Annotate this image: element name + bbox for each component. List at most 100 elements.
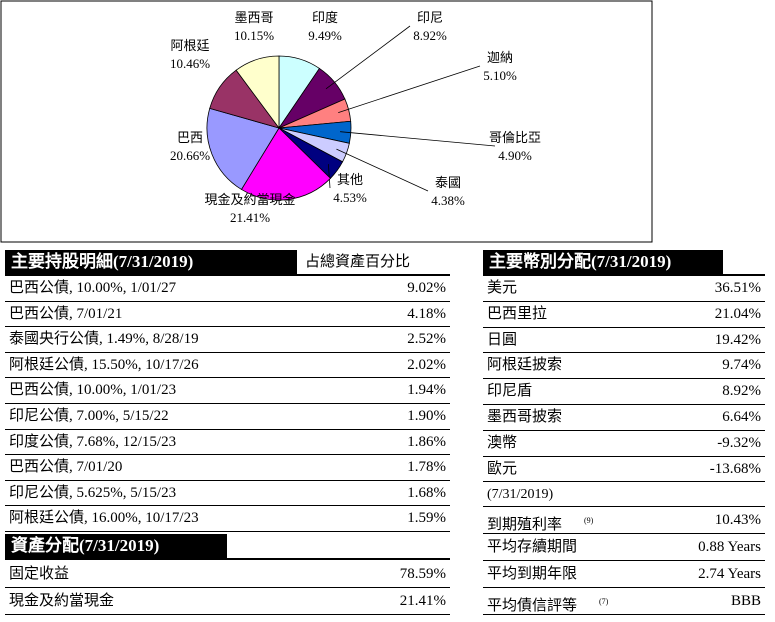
row-value: -13.68%: [709, 460, 761, 477]
row-value: 6.64%: [722, 409, 761, 425]
row-label: 澳幣: [487, 434, 518, 451]
leader-line: [338, 65, 481, 114]
leader-line: [327, 164, 331, 189]
row-label: 平均到期年限: [487, 566, 578, 582]
table-row: 現金及約當現金 21.41%: [5, 588, 450, 615]
row-label: 印尼盾: [487, 383, 533, 400]
pie-chart: 印度 9.49% 印尼 8.92% 迦納 5.10% 哥倫比亞 4.90% 泰國 4.38% 其他 4…: [0, 0, 653, 243]
row-value: 4.18%: [407, 305, 446, 322]
table-row: 美元 36.51%: [483, 276, 765, 302]
table-row: 平均存續期間 0.88 Years: [483, 534, 765, 561]
slice-label: 阿根廷: [170, 38, 209, 53]
row-label: 現金及約當現金: [9, 593, 115, 609]
row-value: 9.02%: [407, 280, 446, 296]
row-value: 1.68%: [407, 484, 446, 501]
row-label: 歐元: [487, 460, 518, 477]
table-row: 印尼盾 8.92%: [483, 379, 765, 405]
table-row: 固定收益 78.59%: [5, 561, 450, 588]
row-label: 巴西公債, 7/01/21: [9, 305, 123, 322]
table-row: 印尼公債, 5.625%, 5/15/23 1.68%: [5, 481, 450, 507]
row-label: 印尼公債, 7.00%, 5/15/22: [9, 408, 169, 424]
row-label: 固定收益: [9, 566, 70, 582]
row-value: 1.78%: [407, 459, 446, 476]
slice-label: 其他: [337, 172, 363, 187]
slice-label: 迦納: [487, 50, 513, 65]
table-row: 巴西里拉 21.04%: [483, 302, 765, 328]
row-label: 巴西公債, 7/01/20: [9, 459, 123, 476]
table-row: 平均到期年限 2.74 Years: [483, 561, 765, 588]
table-row: 歐元 -13.68%: [483, 457, 765, 483]
table-row: 巴西公債, 10.00%, 1/01/27 9.02%: [5, 276, 450, 302]
row-label: 阿根廷披索: [487, 357, 563, 374]
row-label: 巴西公債, 10.00%, 1/01/23: [9, 382, 177, 399]
footnote: (7): [599, 597, 609, 606]
slice-value: 8.92%: [413, 28, 447, 43]
table-row: 墨西哥披索 6.64%: [483, 405, 765, 431]
chart-frame: [0, 0, 653, 243]
row-label: 巴西里拉: [487, 305, 548, 322]
row-value: 9.74%: [722, 357, 761, 374]
slice-value: 20.66%: [170, 148, 210, 163]
row-label: 泰國央行公債, 1.49%, 8/28/19: [9, 331, 199, 348]
table-row: 阿根廷公債, 15.50%, 10/17/26 2.02%: [5, 353, 450, 379]
table-row: 阿根廷披索 9.74%: [483, 353, 765, 380]
section-header: 資產分配(7/31/2019): [5, 534, 227, 558]
row-value: 21.04%: [714, 305, 761, 322]
pie-slice: [235, 55, 280, 130]
row-label: 美元: [487, 280, 518, 296]
row-label: 阿根廷公債, 16.00%, 10/17/23: [9, 510, 199, 527]
header-rule: [5, 274, 450, 276]
slice-value: 10.15%: [234, 28, 274, 43]
table-row: 到期殖利率 (9) 10.43%: [483, 507, 765, 534]
table-row: 印尼公債, 7.00%, 5/15/22 1.90%: [5, 404, 450, 430]
slice-value: 21.41%: [230, 210, 270, 225]
slice-value: 4.53%: [333, 190, 367, 205]
leader-line: [336, 148, 429, 192]
slice-label: 哥倫比亞: [489, 130, 541, 145]
slice-label: 泰國: [435, 175, 461, 190]
pie-slice: [206, 107, 280, 190]
table-row: 阿根廷公債, 16.00%, 10/17/23 1.59%: [5, 506, 450, 532]
row-label: 巴西公債, 10.00%, 1/01/27: [9, 280, 177, 296]
row-value: 10.43%: [714, 512, 761, 528]
row-value: 1.90%: [407, 408, 446, 424]
slice-value: 4.90%: [498, 148, 532, 163]
row-value: 1.86%: [407, 433, 446, 450]
table-row: 平均債信評等 (7) BBB: [483, 588, 765, 615]
slice-label: 印尼: [417, 10, 443, 25]
row-value: 1.59%: [407, 510, 446, 527]
footnote: (9): [584, 516, 594, 525]
row-value: 21.41%: [399, 593, 446, 609]
leader-line: [325, 25, 411, 90]
table-row: 澳幣 -9.32%: [483, 431, 765, 457]
header-rule: [483, 274, 765, 276]
row-value: 2.52%: [407, 331, 446, 348]
table-row: 印度公債, 7.68%, 12/15/23 1.86%: [5, 430, 450, 456]
table-row: 巴西公債, 10.00%, 1/01/23 1.94%: [5, 378, 450, 404]
row-label: 印尼公債, 5.625%, 5/15/23: [9, 484, 177, 501]
table-row: 日圓 19.42%: [483, 328, 765, 354]
row-value: 2.74 Years: [698, 566, 761, 582]
pie-slice: [240, 127, 332, 201]
slice-label: 印度: [312, 10, 338, 25]
slice-value: 9.49%: [308, 28, 342, 43]
slice-value: 5.10%: [483, 68, 517, 83]
slice-label: 墨西哥: [234, 10, 273, 25]
slice-value: 10.46%: [170, 56, 210, 71]
row-label: 墨西哥披索: [487, 409, 563, 425]
row-label: 印度公債, 7.68%, 12/15/23: [9, 433, 177, 450]
row-value: 36.51%: [714, 280, 761, 296]
row-label: 到期殖利率 (9): [487, 516, 594, 533]
section-header: 主要幣別分配(7/31/2019): [483, 250, 723, 274]
leader-line: [340, 131, 496, 147]
row-value: 2.02%: [407, 356, 446, 373]
column-header: 占總資產百分比: [305, 254, 411, 270]
slice-value: 4.38%: [431, 193, 465, 208]
row-value: 1.94%: [407, 382, 446, 399]
header-rule: [5, 558, 450, 560]
row-value: 8.92%: [722, 383, 761, 400]
table-row: 巴西公債, 7/01/20 1.78%: [5, 455, 450, 481]
stats-date: (7/31/2019): [483, 482, 765, 507]
row-label: 日圓: [487, 331, 518, 348]
